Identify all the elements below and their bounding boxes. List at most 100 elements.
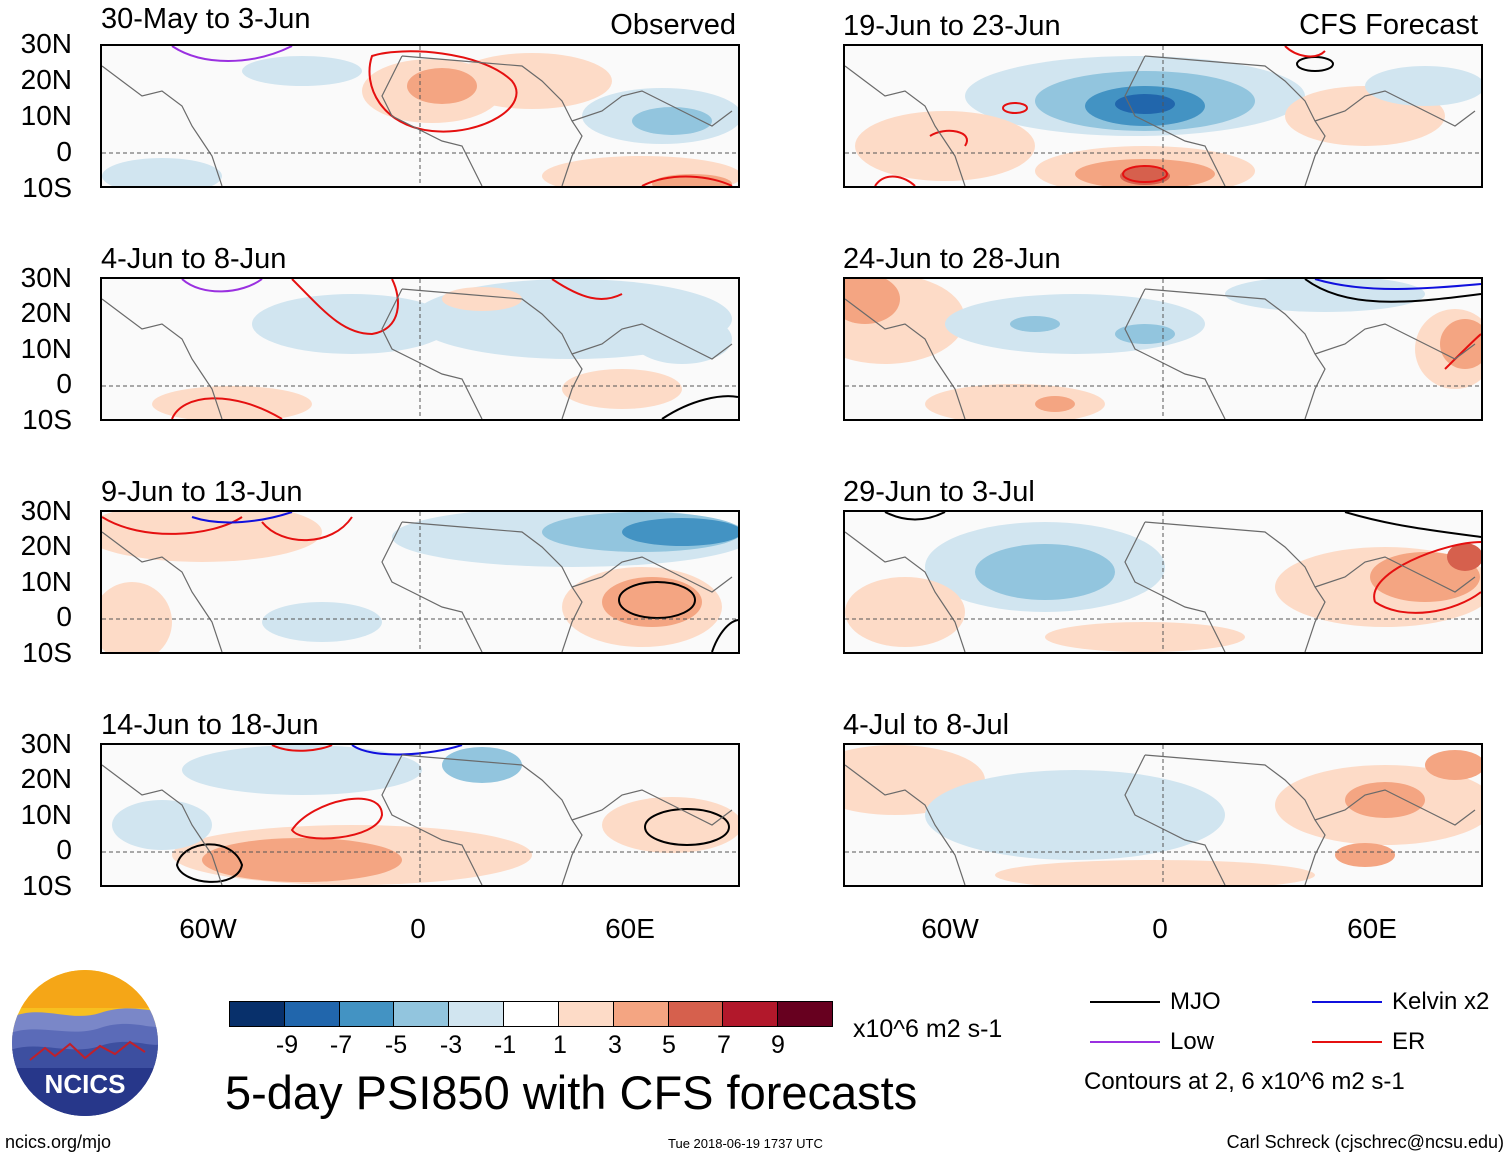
lat-label: 20N (20, 297, 72, 328)
panel-title-left-2: 4-Jun to 8-Jun (101, 243, 287, 275)
coastlines (845, 55, 1476, 186)
legend-line-er (1312, 1041, 1382, 1043)
contours-note: Contours at 2, 6 x10^6 m2 s-1 (1084, 1068, 1405, 1095)
panel-title-left-1: 30-May to 3-Jun (101, 3, 311, 35)
svg-text:NCICS: NCICS (45, 1069, 126, 1099)
colorbar-units: x10^6 m2 s-1 (853, 1015, 1003, 1043)
lon-label-left-60w: 60W (179, 913, 237, 944)
map-canvas (102, 745, 738, 885)
lat-label: 10S (22, 637, 72, 668)
colorbar-swatch (448, 1002, 504, 1026)
map-panel-forecast-4 (843, 743, 1483, 887)
lon-label-right-60e: 60E (1347, 913, 1397, 944)
ncics-logo: NCICS (10, 968, 160, 1118)
lat-label: 0 (56, 601, 72, 632)
coastlines (845, 288, 1476, 419)
map-canvas (102, 46, 738, 186)
coastlines (102, 55, 733, 186)
map-canvas (102, 512, 738, 652)
colorbar-swatch (338, 1002, 394, 1026)
coastlines (102, 521, 733, 652)
map-canvas (845, 279, 1481, 419)
lat-label: 10N (20, 100, 72, 131)
coastlines (102, 754, 733, 885)
anomaly-fill (845, 745, 1481, 885)
legend-line-low (1090, 1041, 1160, 1043)
lat-label: 30N (20, 28, 72, 59)
panel-title-left-4: 14-Jun to 18-Jun (101, 709, 319, 741)
colorbar-label: 5 (662, 1031, 676, 1059)
map-panel-observed-1 (100, 44, 740, 188)
map-canvas (845, 46, 1481, 186)
panel-title-right-4: 4-Jul to 8-Jul (843, 709, 1010, 741)
lat-label: 20N (20, 530, 72, 561)
lat-label: 30N (20, 262, 72, 293)
contours (884, 512, 1481, 614)
lat-label: 20N (20, 64, 72, 95)
colorbar-label: -7 (329, 1031, 353, 1059)
coastlines (845, 521, 1476, 652)
colorbar-swatch (230, 1002, 284, 1026)
anomaly-fill (152, 279, 732, 419)
lat-label: 10S (22, 172, 72, 203)
legend-line-mjo (1090, 1001, 1160, 1003)
figure-title: 5-day PSI850 with CFS forecasts (225, 1066, 918, 1119)
colorbar-label: -5 (384, 1031, 408, 1059)
logo-icon: NCICS (12, 970, 158, 1116)
lat-label: 10S (22, 870, 72, 901)
lon-label-right-60w: 60W (921, 913, 979, 944)
coastlines (845, 754, 1476, 885)
colorbar-swatch (612, 1002, 668, 1026)
colorbar-label: 9 (771, 1031, 785, 1059)
legend-line-kelvin (1312, 1001, 1382, 1003)
colorbar-swatch (393, 1002, 449, 1026)
legend-label-kelvin: Kelvin x2 (1392, 988, 1490, 1015)
colorbar-label: -3 (439, 1031, 463, 1059)
anomaly-fill (855, 56, 1481, 186)
contours (874, 46, 1334, 186)
panel-title-right-3: 29-Jun to 3-Jul (843, 476, 1035, 508)
anomaly-fill (102, 53, 738, 186)
colorbar-label: -9 (275, 1031, 299, 1059)
lat-label: 10N (20, 566, 72, 597)
lat-label: 0 (56, 368, 72, 399)
colorbar-swatch (557, 1002, 613, 1026)
colorbar-label: 3 (608, 1031, 622, 1059)
map-panel-observed-2 (100, 277, 740, 421)
map-panel-observed-3 (100, 510, 740, 654)
legend-label-er: ER (1392, 1028, 1426, 1055)
colorbar (229, 1001, 833, 1027)
map-canvas (102, 279, 738, 419)
lon-label-right-0: 0 (1152, 913, 1168, 944)
legend-label-low: Low (1170, 1028, 1215, 1055)
colorbar-label: 1 (553, 1031, 567, 1059)
colorbar-swatch (777, 1002, 832, 1026)
contours (171, 46, 733, 186)
map-panel-forecast-2 (843, 277, 1483, 421)
colorbar-swatch (667, 1002, 723, 1026)
map-panel-forecast-3 (843, 510, 1483, 654)
map-canvas (845, 512, 1481, 652)
panel-title-right-2: 24-Jun to 28-Jun (843, 243, 1061, 275)
contours (171, 279, 738, 419)
footer-url[interactable]: ncics.org/mjo (5, 1132, 112, 1152)
observed-label: Observed (610, 9, 736, 41)
lat-label: 10N (20, 333, 72, 364)
colorbar-label: -1 (493, 1031, 517, 1059)
lat-label: 10S (22, 404, 72, 435)
colorbar-swatch (722, 1002, 778, 1026)
lat-label: 30N (20, 728, 72, 759)
contours (1304, 279, 1481, 370)
panel-title-left-3: 9-Jun to 13-Jun (101, 476, 303, 508)
colorbar-label: 7 (717, 1031, 731, 1059)
lat-label: 0 (56, 136, 72, 167)
anomaly-fill (112, 745, 738, 885)
colorbar-swatch (503, 1002, 558, 1026)
map-panel-forecast-1 (843, 44, 1483, 188)
map-panel-observed-4 (100, 743, 740, 887)
colorbar-swatch (283, 1002, 339, 1026)
lon-label-left-0: 0 (410, 913, 426, 944)
lon-label-left-60e: 60E (605, 913, 655, 944)
lat-label: 10N (20, 799, 72, 830)
legend-label-mjo: MJO (1170, 988, 1221, 1015)
